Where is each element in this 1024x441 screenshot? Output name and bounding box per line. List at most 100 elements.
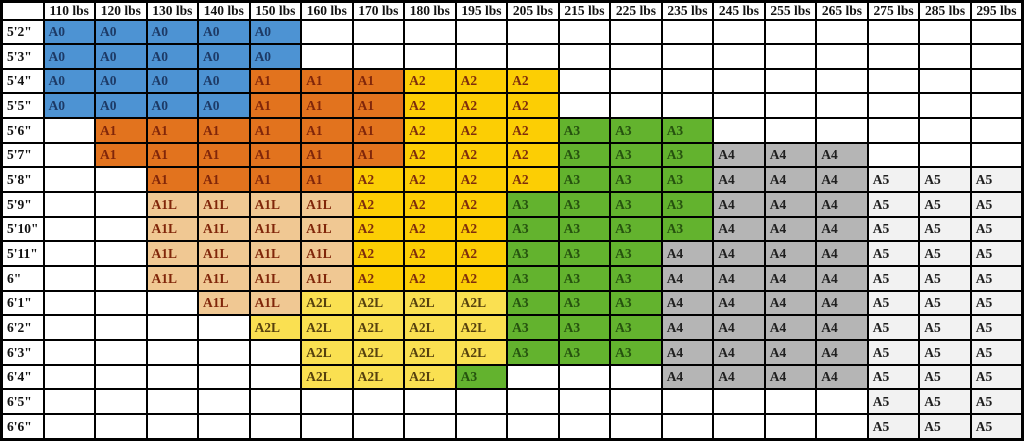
- size-cell: A3: [557, 215, 612, 243]
- size-cell: A1L: [197, 215, 251, 243]
- size-cell: A2L: [300, 289, 354, 317]
- size-cell: A3: [660, 166, 715, 194]
- size-cell: A1: [145, 141, 200, 169]
- size-cell: A1: [94, 141, 148, 169]
- corner-cell: [0, 0, 45, 21]
- size-cell: A4: [660, 240, 715, 268]
- size-cell: A0: [145, 18, 200, 46]
- size-cell: A0: [42, 67, 97, 95]
- size-cell: A1: [248, 92, 303, 120]
- size-cell: A4: [815, 339, 869, 366]
- empty-cell: [42, 191, 97, 218]
- size-cell: A5: [918, 215, 972, 243]
- size-cell: A1L: [248, 289, 303, 317]
- size-cell: A3: [660, 117, 715, 144]
- size-cell: A2: [454, 67, 509, 95]
- size-cell: A5: [866, 388, 921, 415]
- height-row-label: 6'6": [0, 413, 45, 441]
- size-cell: A2: [506, 92, 560, 120]
- size-cell: A1L: [300, 215, 354, 243]
- empty-cell: [94, 388, 148, 415]
- empty-cell: [94, 314, 148, 342]
- size-cell: A3: [609, 289, 663, 317]
- empty-cell: [94, 215, 148, 243]
- weight-column-header: 110 lbs: [42, 0, 97, 21]
- table-row: 5'10" A1L A1L A1L A1L A2 A2 A2 A3 A3 A3 A3 A4 A4 A4 A5 A…: [0, 215, 1024, 243]
- empty-cell: [712, 43, 766, 70]
- weight-header-row: 110 lbs 120 lbs 130 lbs 140 lbs 150 lbs 160 l…: [0, 0, 1024, 21]
- empty-cell: [300, 413, 354, 441]
- size-cell: A4: [763, 191, 818, 218]
- size-cell: A2: [403, 215, 457, 243]
- empty-cell: [94, 363, 148, 391]
- size-cell: A4: [712, 265, 766, 292]
- size-cell: A5: [866, 265, 921, 292]
- size-cell: A3: [506, 314, 560, 342]
- empty-cell: [403, 43, 457, 70]
- size-cell: A0: [248, 18, 303, 46]
- size-cell: A4: [815, 265, 869, 292]
- empty-cell: [42, 166, 97, 194]
- size-cell: A1L: [145, 240, 200, 268]
- size-cell: A2: [351, 265, 406, 292]
- size-cell: A1L: [197, 240, 251, 268]
- size-cell: A2L: [351, 289, 406, 317]
- empty-cell: [506, 388, 560, 415]
- empty-cell: [248, 363, 303, 391]
- empty-cell: [918, 141, 972, 169]
- size-cell: A4: [763, 265, 818, 292]
- empty-cell: [557, 388, 612, 415]
- size-cell: A2L: [300, 363, 354, 391]
- empty-cell: [42, 141, 97, 169]
- empty-cell: [403, 413, 457, 441]
- empty-cell: [969, 43, 1024, 70]
- empty-cell: [557, 363, 612, 391]
- size-cell: A3: [609, 240, 663, 268]
- size-cell: A2L: [454, 339, 509, 366]
- size-cell: A5: [918, 265, 972, 292]
- size-cell: A1L: [197, 191, 251, 218]
- size-cell: A2: [454, 215, 509, 243]
- size-cell: A4: [712, 215, 766, 243]
- size-cell: A3: [557, 240, 612, 268]
- empty-cell: [866, 92, 921, 120]
- empty-cell: [660, 92, 715, 120]
- size-cell: A4: [712, 166, 766, 194]
- size-cell: A5: [866, 363, 921, 391]
- empty-cell: [557, 67, 612, 95]
- size-cell: A5: [969, 265, 1024, 292]
- size-cell: A5: [969, 339, 1024, 366]
- size-cell: A5: [969, 215, 1024, 243]
- height-row-label: 5'8": [0, 166, 45, 194]
- size-cell: A0: [145, 92, 200, 120]
- size-cell: A3: [609, 191, 663, 218]
- weight-column-header: 120 lbs: [94, 0, 148, 21]
- height-row-label: 6'2": [0, 314, 45, 342]
- empty-cell: [609, 67, 663, 95]
- empty-cell: [557, 43, 612, 70]
- size-cell: A5: [866, 240, 921, 268]
- empty-cell: [866, 43, 921, 70]
- height-row-label: 5'5": [0, 92, 45, 120]
- size-cell: A3: [609, 117, 663, 144]
- size-cell: A5: [866, 339, 921, 366]
- size-cell: A0: [197, 43, 251, 70]
- empty-cell: [815, 92, 869, 120]
- weight-column-header: 275 lbs: [866, 0, 921, 21]
- size-cell: A1: [351, 141, 406, 169]
- size-cell: A2: [351, 240, 406, 268]
- weight-column-header: 205 lbs: [506, 0, 560, 21]
- size-cell: A0: [42, 43, 97, 70]
- empty-cell: [557, 18, 612, 46]
- height-row-label: 6'5": [0, 388, 45, 415]
- empty-cell: [197, 314, 251, 342]
- empty-cell: [969, 117, 1024, 144]
- empty-cell: [248, 388, 303, 415]
- size-cell: A2: [403, 141, 457, 169]
- size-cell: A2L: [300, 339, 354, 366]
- empty-cell: [42, 363, 97, 391]
- size-cell: A4: [763, 314, 818, 342]
- empty-cell: [300, 43, 354, 70]
- empty-cell: [94, 166, 148, 194]
- empty-cell: [42, 117, 97, 144]
